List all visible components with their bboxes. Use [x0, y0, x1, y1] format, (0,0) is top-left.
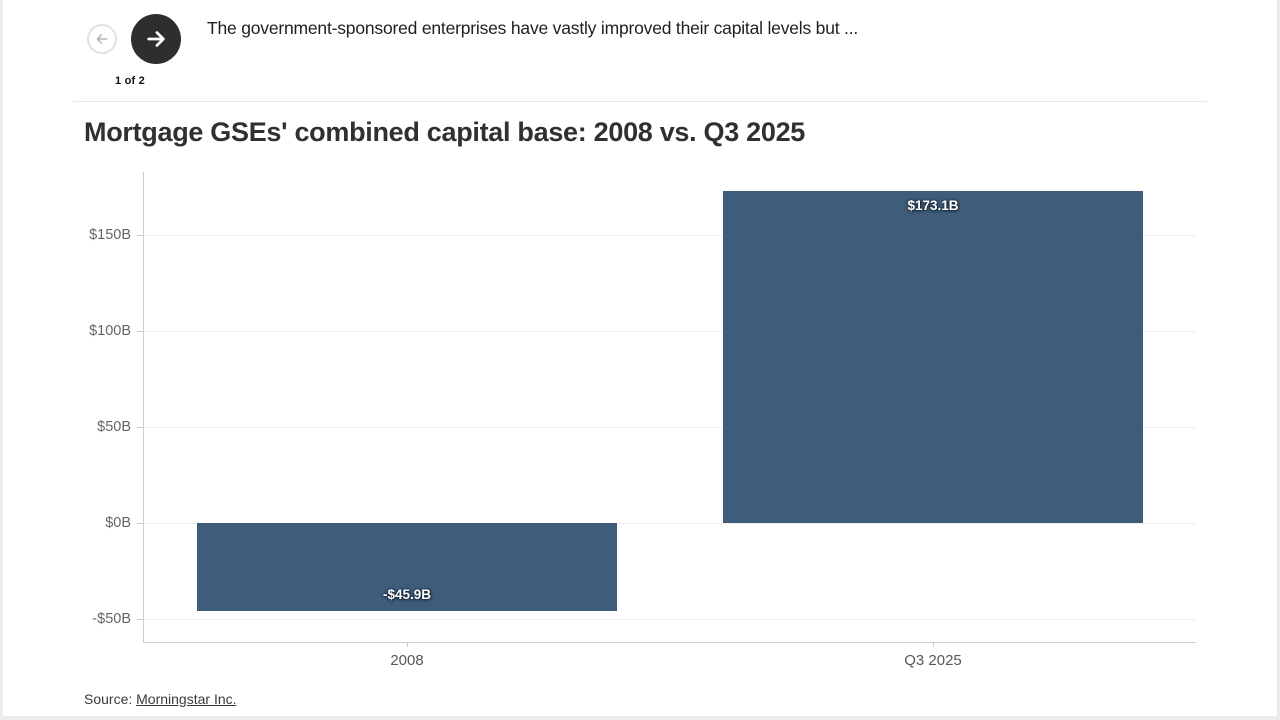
source-prefix: Source: — [84, 691, 137, 707]
y-axis-tick — [137, 523, 144, 525]
gridline — [144, 427, 1196, 429]
y-axis-label: $0B — [105, 515, 131, 532]
bar-2008[interactable] — [196, 523, 618, 612]
y-axis-tick — [137, 331, 144, 333]
page-counter: 1 of 2 — [115, 75, 145, 87]
arrow-left-icon — [96, 34, 108, 44]
x-axis-label: Q3 2025 — [904, 652, 962, 669]
y-axis-label: -$50B — [92, 610, 131, 627]
chart-title: Mortgage GSEs' combined capital base: 20… — [84, 117, 806, 147]
x-axis-tick — [933, 642, 934, 647]
plot-area: $150B $100B $50B $0B -$50B -$45.9B 2008 $173.1B… — [89, 172, 1196, 669]
bar-value-label: $173.1B — [907, 197, 959, 213]
bar-q3-2025[interactable] — [722, 190, 1144, 524]
y-axis-label: $150B — [89, 227, 131, 244]
next-chart-button[interactable] — [131, 14, 181, 64]
bar-value-label: -$45.9B — [382, 587, 432, 603]
gridline — [144, 618, 1196, 620]
y-axis-tick — [137, 235, 144, 237]
x-axis-label: 2008 — [390, 652, 424, 669]
y-axis-label: $100B — [89, 323, 131, 340]
y-axis-tick — [137, 618, 144, 620]
prev-chart-button[interactable] — [87, 24, 117, 54]
source-line: Source: Morningstar Inc. — [84, 691, 237, 707]
x-axis-tick — [407, 642, 408, 647]
headline: The government-sponsored enterprises hav… — [207, 18, 859, 38]
source-link[interactable]: Morningstar Inc. — [136, 691, 237, 707]
gridline — [144, 331, 1196, 333]
gridline — [144, 235, 1196, 237]
gridline — [144, 523, 1196, 525]
y-axis-label: $50B — [97, 419, 131, 436]
arrow-right-icon — [147, 31, 165, 47]
y-axis-tick — [137, 427, 144, 429]
header-divider — [73, 101, 1207, 102]
